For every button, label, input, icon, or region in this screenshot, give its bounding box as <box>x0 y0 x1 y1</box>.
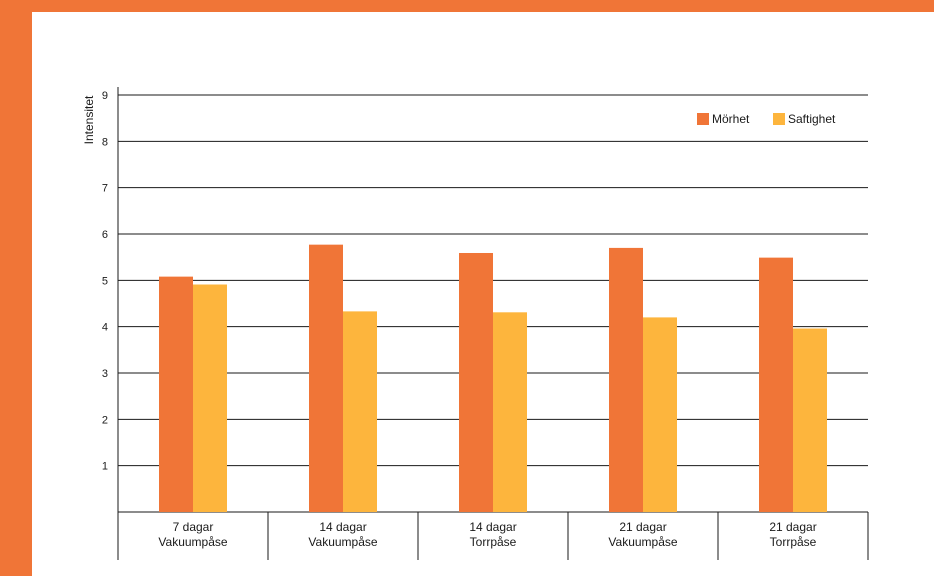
y-tick-label: 4 <box>102 322 108 334</box>
legend-item-saftighet: Saftighet <box>773 112 836 126</box>
x-tick-label: Torrpåse <box>770 535 817 549</box>
x-tick-label: 7 dagar <box>173 520 214 534</box>
bars <box>159 244 827 512</box>
y-axis-label: Intensitet <box>82 95 96 144</box>
y-tick-label: 1 <box>102 461 108 473</box>
legend-swatch <box>697 113 709 125</box>
legend-swatch <box>773 113 785 125</box>
frame-left-band <box>0 0 32 576</box>
legend-label: Saftighet <box>788 112 836 126</box>
y-tick-labels: 1 2 3 4 5 6 7 8 9 <box>102 90 108 473</box>
bar-saftighet <box>643 317 677 512</box>
y-tick-label: 9 <box>102 90 108 102</box>
y-tick-label: 5 <box>102 275 108 287</box>
x-tick-label: 21 dagar <box>769 520 816 534</box>
y-tick-label: 8 <box>102 136 108 148</box>
bar-morhet <box>159 276 193 512</box>
x-tick-label: Torrpåse <box>470 535 517 549</box>
bar-saftighet <box>493 312 527 512</box>
x-tick-label: Vakuumpåse <box>308 535 377 549</box>
bar-saftighet <box>343 311 377 512</box>
x-tick-label: 21 dagar <box>619 520 666 534</box>
bar-morhet <box>309 244 343 512</box>
x-tick-label: 14 dagar <box>319 520 366 534</box>
x-tick-label: Vakuumpåse <box>158 535 227 549</box>
bar-morhet <box>459 252 493 512</box>
bar-saftighet <box>793 328 827 512</box>
y-tick-label: 6 <box>102 229 108 241</box>
y-tick-label: 7 <box>102 183 108 195</box>
x-tick-label: Vakuumpåse <box>608 535 677 549</box>
legend-label: Mörhet <box>712 112 750 126</box>
bar-morhet <box>609 247 643 512</box>
legend-item-morhet: Mörhet <box>697 112 750 126</box>
y-tick-label: 3 <box>102 368 108 380</box>
x-tick-label: 14 dagar <box>469 520 516 534</box>
y-tick-label: 2 <box>102 414 108 426</box>
frame-top-band <box>0 0 934 12</box>
bar-saftighet <box>193 284 227 512</box>
bar-morhet <box>759 257 793 512</box>
legend: Mörhet Saftighet <box>697 112 836 126</box>
